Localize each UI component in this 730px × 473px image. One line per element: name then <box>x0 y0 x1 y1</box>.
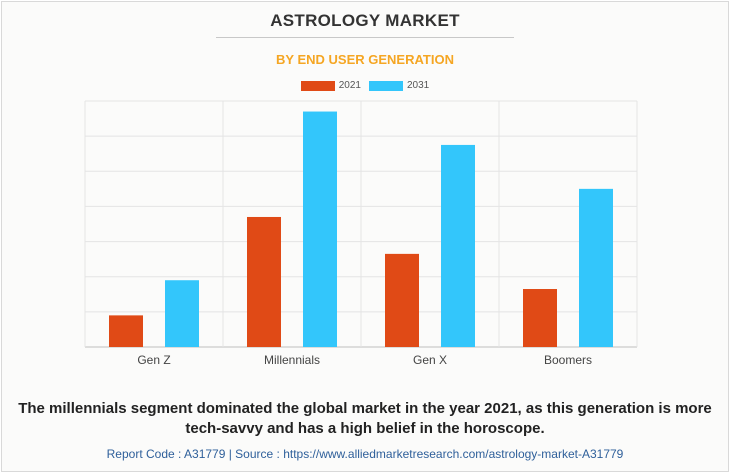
legend-item-2021[interactable]: 2021 <box>300 80 361 91</box>
legend-item-2031[interactable]: 2031 <box>369 80 429 91</box>
x-axis-labels: Gen Z Millennials Gen X Boomers <box>137 353 592 367</box>
x-tick-label-millennials: Millennials <box>264 353 320 367</box>
bar-millennials-2021[interactable] <box>247 216 281 347</box>
bar-boomers-2031[interactable] <box>579 188 613 347</box>
x-tick-label-gen-x: Gen X <box>413 353 447 367</box>
bar-gen-z-2031[interactable] <box>165 280 199 347</box>
legend-swatch-2031 <box>369 80 403 91</box>
title-divider <box>216 37 514 38</box>
bar-gen-x-2021[interactable] <box>385 253 419 347</box>
legend-label-2031: 2031 <box>407 80 430 91</box>
legend-swatch-2021 <box>300 80 335 91</box>
source-line: Report Code : A31779 | Source : https://… <box>106 447 624 461</box>
chart-title: ASTROLOGY MARKET <box>270 11 460 30</box>
bar-gen-x-2031[interactable] <box>441 144 475 347</box>
legend-label-2021: 2021 <box>338 80 361 91</box>
bar-gen-z-2021[interactable] <box>109 315 143 347</box>
bars <box>109 111 613 348</box>
chart-caption: The millennials segment dominated the gl… <box>18 400 712 437</box>
x-tick-label-boomers: Boomers <box>544 353 592 367</box>
chart-subtitle: BY END USER GENERATION <box>276 52 454 67</box>
bar-boomers-2021[interactable] <box>523 289 557 347</box>
bar-millennials-2031[interactable] <box>303 111 337 348</box>
legend: 2021 2031 <box>0 80 730 91</box>
x-tick-label-gen-z: Gen Z <box>137 353 170 367</box>
